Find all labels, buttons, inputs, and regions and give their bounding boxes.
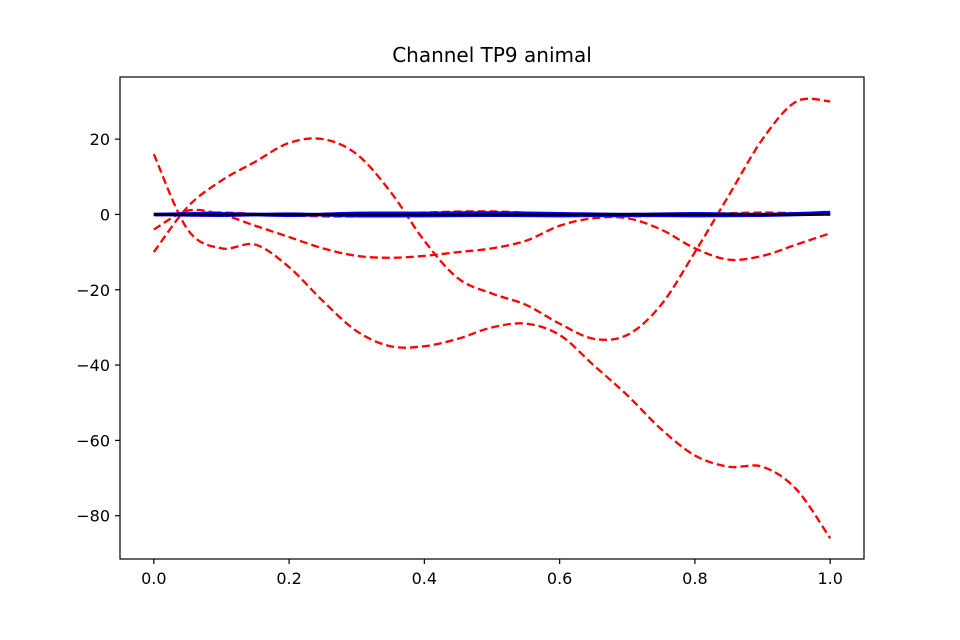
y-tick-label: −80 (76, 507, 110, 526)
y-tick-label: 20 (90, 130, 110, 149)
x-tick-label: 0.4 (412, 569, 437, 588)
x-tick-label: 0.0 (141, 569, 166, 588)
axes-frame (119, 76, 865, 560)
series-line-1-red-dashed (152, 97, 831, 341)
y-tick-label: −20 (76, 281, 110, 300)
x-tick-label: 0.6 (547, 569, 572, 588)
y-axis: 20 0 −20 −40 −60 −80 (76, 130, 120, 526)
y-tick-label: −60 (76, 431, 110, 450)
y-tick-label: −40 (76, 356, 110, 375)
chart-title: Channel TP9 animal (392, 43, 592, 67)
x-tick-label: 1.0 (817, 569, 842, 588)
x-tick-label: 0.2 (276, 569, 301, 588)
series-line-2-red-dashed (152, 153, 832, 539)
x-axis: 0.0 0.2 0.4 0.6 0.8 1.0 (141, 559, 843, 588)
y-tick-label: 0 (100, 205, 110, 224)
series-line-3-red-dashed (153, 208, 831, 262)
plot-area (152, 97, 832, 539)
x-tick-label: 0.8 (682, 569, 707, 588)
